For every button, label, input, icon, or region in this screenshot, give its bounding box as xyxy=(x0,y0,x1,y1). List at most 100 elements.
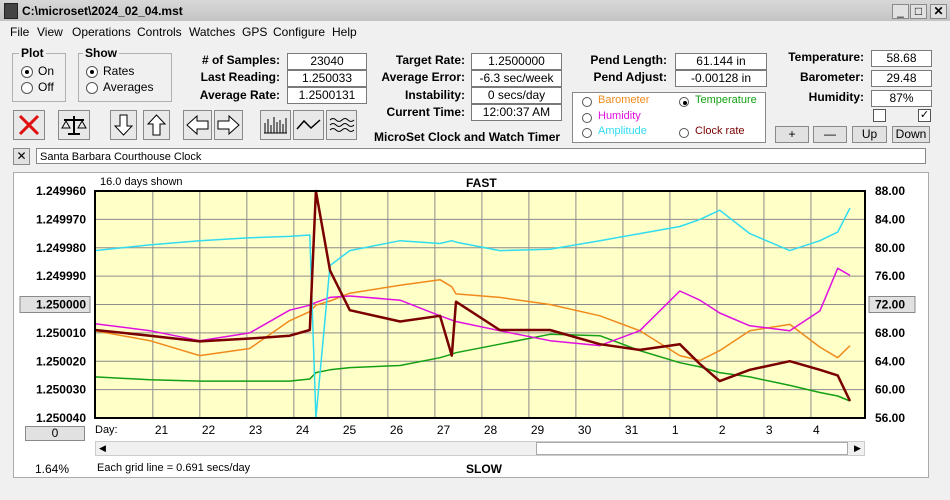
field-label: Instability: xyxy=(404,88,465,102)
series-line xyxy=(94,333,851,402)
line-button[interactable] xyxy=(293,110,324,140)
scroll-left[interactable]: ◀ xyxy=(99,443,106,453)
show-group-title: Show xyxy=(83,46,119,60)
scale-icon xyxy=(61,116,87,135)
y-tick-label: 1.249970 xyxy=(36,212,86,226)
legend-radio[interactable] xyxy=(679,97,689,107)
field-value: 1.250033 xyxy=(287,70,367,87)
field-label: Last Reading: xyxy=(200,70,280,84)
field-value: 23040 xyxy=(287,53,367,70)
legend-radio[interactable] xyxy=(582,113,592,123)
wave-button[interactable] xyxy=(326,110,357,140)
field-label: Target Rate: xyxy=(395,53,465,67)
bars-button[interactable] xyxy=(260,110,291,140)
menu-item[interactable]: Help xyxy=(332,25,357,39)
field-label: Average Error: xyxy=(381,70,465,84)
tick-button xyxy=(19,296,91,313)
menu-item[interactable]: GPS xyxy=(242,25,268,39)
radio-label: Rates xyxy=(103,64,135,78)
close-clock-button[interactable]: ✕ xyxy=(13,148,30,165)
up-button[interactable] xyxy=(143,110,170,140)
legend-label: Amplitude xyxy=(598,125,647,137)
legend-label: Clock rate xyxy=(695,125,745,137)
legend-label: Temperature xyxy=(695,94,757,106)
field-label: Current Time: xyxy=(386,105,465,119)
legend-radio[interactable] xyxy=(582,97,592,107)
radio-rates[interactable] xyxy=(86,66,98,78)
menu-item[interactable]: File xyxy=(10,25,30,39)
field-value: 12:00:37 AM xyxy=(471,104,562,121)
down-button[interactable] xyxy=(110,110,137,140)
x-tick-label: 30 xyxy=(578,423,592,437)
series-line xyxy=(94,189,852,402)
app-name: MicroSet Clock and Watch Timer xyxy=(374,130,561,144)
menu-item[interactable]: Controls xyxy=(137,25,182,39)
radio-label: Off xyxy=(38,80,54,94)
tick-button xyxy=(868,296,916,313)
field-label: Pend Adjust: xyxy=(593,70,667,84)
offset-button[interactable]: 0 xyxy=(25,426,85,441)
close-button[interactable]: ✕ xyxy=(930,4,947,19)
bottom-label: SLOW xyxy=(466,462,502,476)
scrollbar-thumb[interactable] xyxy=(536,442,848,455)
menu-item[interactable]: View xyxy=(37,25,63,39)
field-value: 29.48 xyxy=(871,70,932,87)
field-value: -0.00128 in xyxy=(675,70,767,87)
radio-averages[interactable] xyxy=(86,82,98,94)
y-tick-label: 1.250020 xyxy=(36,354,86,368)
y-tick-label: 1.249960 xyxy=(36,184,86,198)
scale-button[interactable] xyxy=(58,110,90,140)
legend-radio[interactable] xyxy=(582,128,592,138)
plot-border xyxy=(94,190,866,419)
radio-off[interactable] xyxy=(21,82,33,94)
legend-radio[interactable] xyxy=(679,128,689,138)
title-bar xyxy=(0,0,950,21)
button[interactable]: — xyxy=(813,126,847,143)
right-button[interactable] xyxy=(214,110,243,140)
line-icon xyxy=(296,119,321,130)
field-label: Barometer: xyxy=(799,70,864,84)
field-value: -6.3 sec/week xyxy=(471,70,562,87)
legend-label: Barometer xyxy=(598,94,650,106)
maximize-button[interactable]: □ xyxy=(910,4,927,19)
x-tick-label: 1 xyxy=(672,423,679,437)
top-label: FAST xyxy=(466,176,497,190)
y2-tick-label: 64.00 xyxy=(875,354,905,368)
checkbox-checked[interactable]: ✓ xyxy=(918,109,931,122)
down-icon xyxy=(113,114,134,136)
y-tick-label: 1.249990 xyxy=(36,269,86,283)
button[interactable]: + xyxy=(775,126,809,143)
menu-item[interactable]: Configure xyxy=(273,25,326,39)
field-value: 58.68 xyxy=(871,50,932,67)
field-value: 0 secs/day xyxy=(471,87,562,104)
checkbox[interactable] xyxy=(873,109,886,122)
show-group xyxy=(78,53,172,102)
left-button[interactable] xyxy=(183,110,212,140)
x-tick-label: 24 xyxy=(296,423,310,437)
y-tick-label: 1.250040 xyxy=(36,411,86,425)
y2-tick-label: 68.00 xyxy=(875,326,905,340)
menu-item[interactable]: Watches xyxy=(189,25,236,39)
series-line xyxy=(94,278,851,362)
radio-on[interactable] xyxy=(21,66,33,78)
grid-note: Each grid line = 0.691 secs/day xyxy=(97,462,251,474)
x-tick-label: 21 xyxy=(155,423,169,437)
x-tick-label: 26 xyxy=(390,423,404,437)
y2-tick-label: 76.00 xyxy=(875,269,905,283)
clock-name[interactable]: Santa Barbara Courthouse Clock xyxy=(36,148,926,164)
menu-item[interactable]: Operations xyxy=(72,25,131,39)
y2-tick-label: 60.00 xyxy=(875,383,905,397)
scroll-right[interactable]: ▶ xyxy=(854,443,861,453)
x-tick-label: 25 xyxy=(343,423,357,437)
x-tick-label: 2 xyxy=(719,423,726,437)
minimize-button[interactable]: _ xyxy=(892,4,909,19)
clear-button[interactable] xyxy=(13,110,45,140)
field-label: Average Rate: xyxy=(199,88,280,102)
clear-icon xyxy=(18,114,40,136)
wave-icon xyxy=(329,118,355,132)
y2-tick-label: 80.00 xyxy=(875,241,905,255)
button[interactable]: Down xyxy=(892,126,930,143)
button[interactable]: Up xyxy=(852,126,887,143)
